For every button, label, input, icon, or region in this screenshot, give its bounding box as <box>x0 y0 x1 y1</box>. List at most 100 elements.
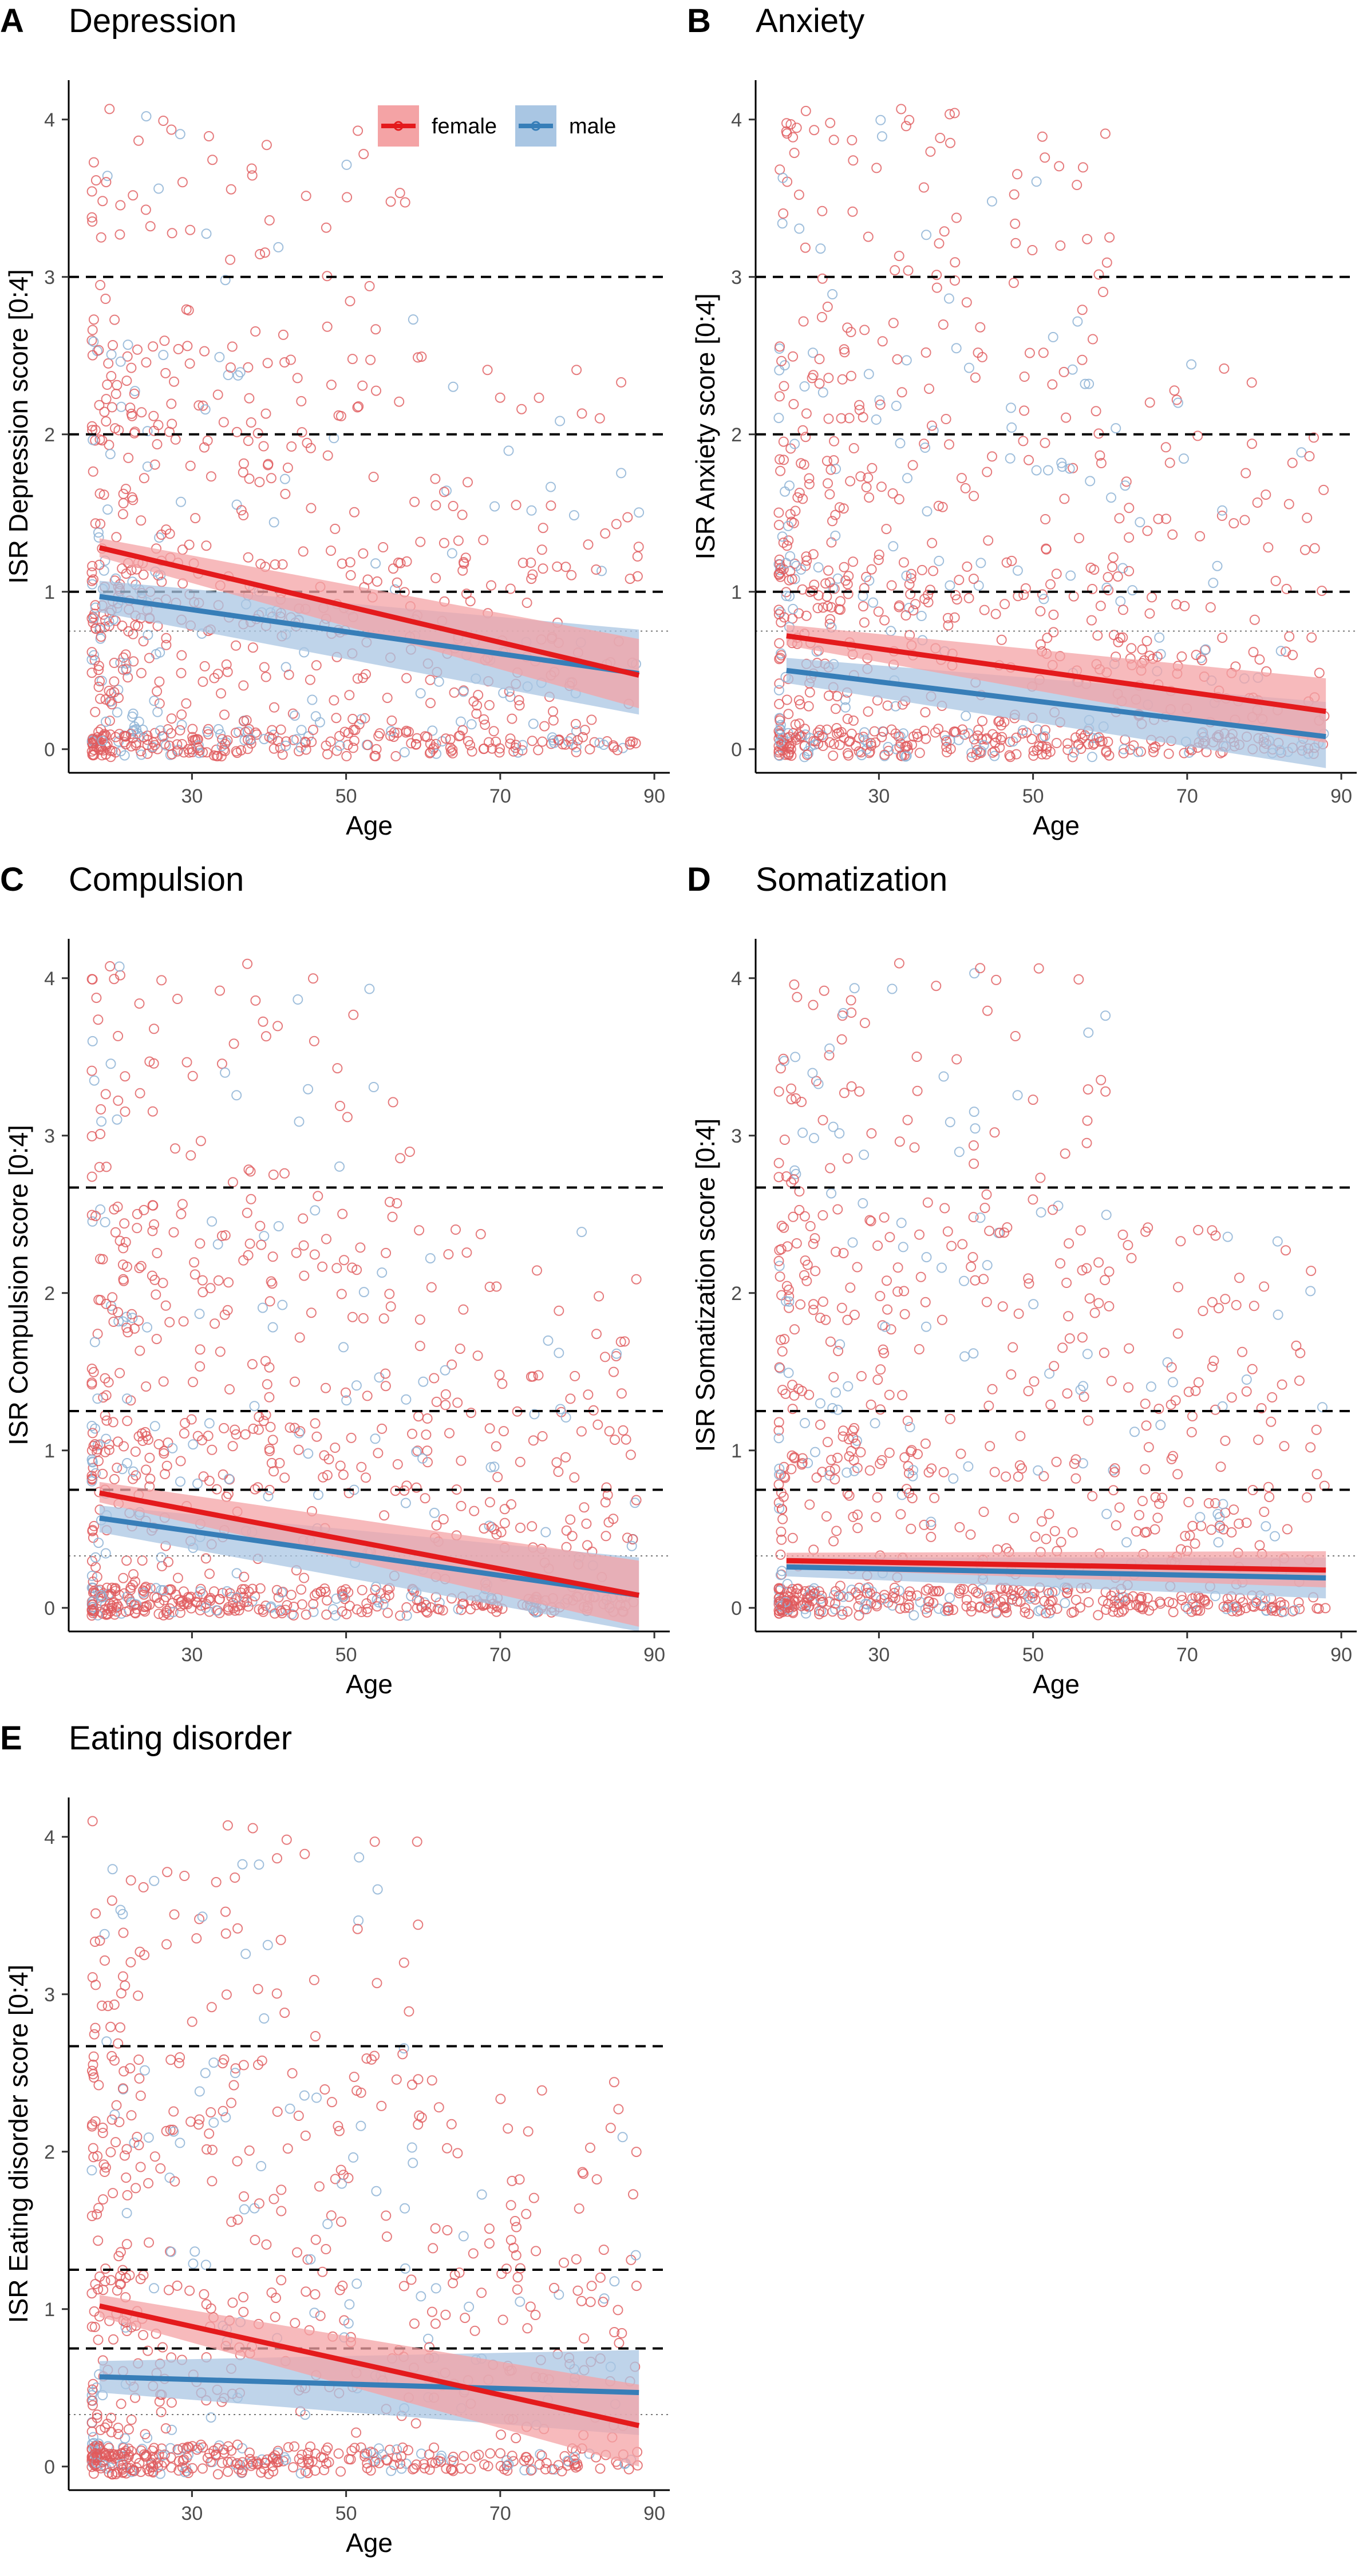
chart-d-point <box>968 1140 979 1151</box>
chart-b-point <box>775 736 785 747</box>
chart-e-point <box>143 2178 154 2188</box>
chart-b-point <box>1004 750 1015 761</box>
chart-d-point <box>846 1585 857 1595</box>
chart-c-point <box>141 1381 152 1392</box>
chart-e-point <box>512 2272 523 2283</box>
chart-e-point <box>117 2083 128 2094</box>
chart-b-y-tick-label: 0 <box>731 739 742 761</box>
chart-e-point <box>157 2450 168 2461</box>
chart-b-point <box>778 436 789 447</box>
chart-b-point <box>1287 457 1298 468</box>
chart-a-point <box>213 724 224 734</box>
chart-b-point <box>944 439 954 450</box>
chart-c-point <box>299 1573 310 1583</box>
chart-e-point <box>118 1927 129 1938</box>
chart-b-point <box>1283 499 1294 509</box>
chart-c-point <box>86 1556 97 1567</box>
chart-a-point <box>160 740 171 751</box>
chart-c-point <box>158 1585 169 1595</box>
chart-d-point <box>1193 1377 1204 1388</box>
chart-a-point <box>86 421 97 432</box>
chart-b-point <box>1077 162 1088 173</box>
chart-c-point <box>321 1234 331 1244</box>
chart-a-point <box>238 510 249 520</box>
chart-a-point <box>203 131 214 141</box>
chart-b-point <box>939 226 950 237</box>
chart-b-point <box>848 155 859 166</box>
chart-e-point <box>165 2246 176 2257</box>
chart-e-point <box>343 2318 354 2329</box>
chart-c-point <box>198 1471 209 1482</box>
chart-a-point <box>625 739 635 750</box>
chart-d-point <box>1180 1531 1191 1542</box>
chart-b-point <box>1281 646 1291 657</box>
chart-c-point <box>242 1597 252 1607</box>
chart-b-point <box>1041 744 1052 754</box>
chart-d-point <box>1155 1598 1166 1609</box>
chart-c-point <box>494 1369 505 1380</box>
chart-e-point <box>362 2448 373 2459</box>
chart-b-point <box>808 549 819 560</box>
chart-e-point <box>99 1929 110 1939</box>
chart-a-point <box>349 736 359 746</box>
chart-b-point <box>1096 458 1107 468</box>
chart-b-point <box>1091 406 1101 417</box>
chart-a-point <box>415 688 426 699</box>
chart-a-point <box>93 527 104 538</box>
chart-b-point <box>931 270 942 280</box>
chart-c-point <box>214 1594 225 1605</box>
chart-c-point <box>318 1472 329 1483</box>
chart-c-point <box>143 1435 153 1445</box>
chart-b-point <box>785 509 796 520</box>
chart-a-point <box>94 434 105 445</box>
chart-c-point <box>109 974 120 985</box>
chart-e-point <box>123 2424 134 2435</box>
chart-b-point <box>1254 654 1265 665</box>
chart-d-point <box>884 1447 895 1458</box>
chart-d-point <box>782 1241 793 1252</box>
chart-e-point <box>177 2455 188 2466</box>
chart-d-point <box>968 1212 979 1223</box>
chart-a-point <box>449 687 460 698</box>
chart-e-point <box>166 2397 177 2408</box>
chart-e-point <box>503 2123 513 2134</box>
chart-c-point <box>175 1476 185 1487</box>
chart-c-point <box>308 1599 319 1610</box>
chart-c-point <box>616 1388 627 1399</box>
chart-e-point <box>177 2462 188 2473</box>
chart-c-point <box>298 1240 309 1251</box>
chart-d-point <box>978 1507 989 1517</box>
chart-d-point <box>774 1503 785 1514</box>
chart-c-point <box>381 1247 392 1258</box>
chart-e-point <box>230 1872 240 1883</box>
chart-b-point <box>871 163 882 173</box>
chart-d-point <box>1012 1596 1022 1607</box>
chart-a-point <box>246 163 257 174</box>
chart-b-point <box>894 602 904 613</box>
chart-e-point <box>93 2203 104 2214</box>
chart-a-point <box>95 693 105 704</box>
chart-e-point <box>97 2123 108 2133</box>
chart-d-point <box>968 1348 979 1359</box>
chart-a-point <box>609 742 619 753</box>
chart-c-point <box>591 1329 602 1340</box>
chart-c-point <box>492 1472 503 1483</box>
chart-a-point <box>297 427 307 438</box>
chart-b-point <box>1019 372 1030 382</box>
chart-d-point <box>906 1591 916 1601</box>
chart-c-point <box>103 1377 114 1388</box>
chart-e-point <box>105 2147 116 2158</box>
chart-a-point <box>425 674 436 685</box>
chart-d-point <box>1195 1512 1206 1523</box>
chart-c-point <box>207 1216 218 1227</box>
chart-d-point <box>811 1472 822 1483</box>
chart-a-point <box>148 341 159 352</box>
chart-a-point <box>517 745 528 756</box>
chart-c-point <box>89 1337 100 1348</box>
chart-d-point <box>1060 1598 1070 1609</box>
chart-b-point <box>896 750 907 761</box>
chart-c-point <box>128 1473 139 1484</box>
chart-b-point <box>1010 218 1021 229</box>
chart-c-point <box>149 1024 159 1034</box>
chart-e-point <box>397 2049 408 2060</box>
